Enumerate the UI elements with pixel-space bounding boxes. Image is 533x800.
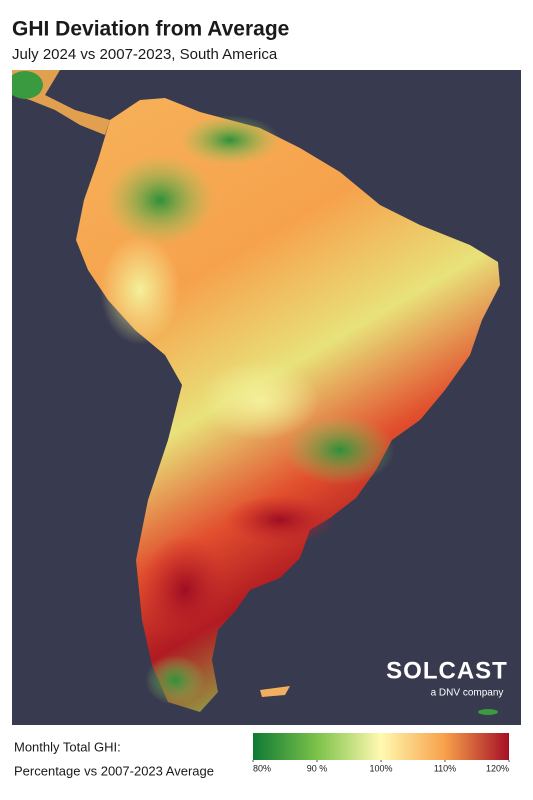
legend-title: Monthly Total GHI: bbox=[14, 739, 121, 754]
logo: SOLCAST bbox=[386, 657, 508, 684]
tick-label: 110% bbox=[434, 763, 456, 773]
tick-label: 80% bbox=[253, 763, 271, 773]
tick-label: 100% bbox=[369, 763, 392, 773]
colorbar bbox=[253, 733, 509, 760]
title: GHI Deviation from Average bbox=[12, 18, 289, 41]
colorbar-ticks: 80% 90 % 100% 110% 120% bbox=[252, 760, 510, 773]
legend-title: Percentage vs 2007-2023 Average bbox=[14, 763, 214, 778]
tick-label: 90 % bbox=[307, 763, 328, 773]
subtitle: July 2024 vs 2007-2023, South America bbox=[12, 46, 278, 63]
logo-tagline: a DNV company bbox=[431, 688, 504, 699]
map bbox=[12, 70, 500, 715]
tick-label: 120% bbox=[486, 763, 509, 773]
